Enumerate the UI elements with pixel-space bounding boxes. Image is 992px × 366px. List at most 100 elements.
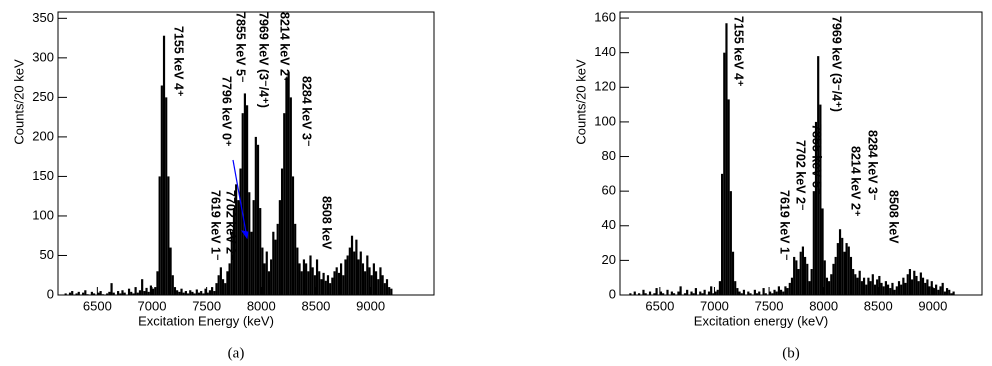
histogram-bar <box>64 293 67 295</box>
histogram-bar <box>838 229 842 295</box>
histogram-bar <box>372 263 375 295</box>
histogram-bar <box>644 293 647 295</box>
histogram-bar <box>149 285 152 295</box>
histogram-bar <box>926 279 929 295</box>
histogram-bar <box>762 288 765 295</box>
histogram-bar <box>782 291 785 295</box>
histogram-bar <box>248 192 251 295</box>
caption: (b) <box>782 345 800 361</box>
histogram-bar <box>173 287 177 295</box>
histogram-bar <box>904 282 907 295</box>
histogram-bar <box>147 291 150 295</box>
histogram-bar <box>211 287 214 295</box>
peak-label: 7796 keV 0⁺ <box>220 76 234 147</box>
x-tick-label: 6500 <box>83 298 112 313</box>
histogram-bar <box>130 291 133 295</box>
histogram-bar <box>852 269 855 295</box>
histogram-bar <box>897 281 901 295</box>
y-tick-label: 40 <box>602 217 616 232</box>
x-tick-label: 7500 <box>192 298 221 313</box>
histogram-bar <box>165 97 168 295</box>
histogram-bar <box>289 97 292 295</box>
peak-label: 8284 keV 3⁻ <box>300 76 314 147</box>
histogram-bar <box>721 173 724 295</box>
histogram-bar <box>152 288 155 295</box>
histogram-bar <box>880 282 883 295</box>
y-tick-label: 20 <box>602 252 616 267</box>
histogram-bar <box>285 77 288 296</box>
histogram-bar <box>169 247 172 295</box>
histogram-bar <box>924 282 927 295</box>
histogram-bar <box>206 292 209 295</box>
histogram-bar <box>952 291 955 295</box>
histogram-bar <box>950 293 953 295</box>
x-tick-label: 8000 <box>809 298 838 313</box>
y-tick-label: 250 <box>32 89 54 104</box>
histogram-bar <box>337 272 340 295</box>
histogram-bar <box>843 251 846 295</box>
histogram-bar <box>801 246 805 295</box>
peak-label: 7969 keV (3⁻/4⁺) <box>830 16 844 112</box>
histogram-bar <box>265 251 268 295</box>
histogram-bar <box>134 287 137 295</box>
y-tick-label: 50 <box>40 247 54 262</box>
histogram-bar <box>710 286 713 295</box>
histogram-bar <box>699 291 702 295</box>
histogram-bar <box>948 289 951 295</box>
histogram-bar <box>793 256 796 295</box>
histogram-bar <box>359 251 362 295</box>
arrow-head <box>240 230 249 240</box>
histogram-bar <box>670 291 673 295</box>
histogram-bar <box>731 251 735 295</box>
histogram-bar <box>871 274 874 295</box>
histogram-bar <box>221 279 225 295</box>
y-tick-label: 200 <box>32 128 54 143</box>
histogram-bar <box>263 263 266 295</box>
y-tick-label: 150 <box>32 168 54 183</box>
histogram-bar <box>758 291 761 295</box>
histogram-bar <box>106 293 109 295</box>
histogram-bar <box>278 200 281 295</box>
histogram-bar <box>832 263 835 295</box>
histogram-bar <box>804 256 807 295</box>
histogram-bar <box>320 279 323 295</box>
histogram-bar <box>893 289 896 295</box>
histogram-bar <box>773 289 776 295</box>
histogram-bar <box>176 290 179 295</box>
histogram-bar <box>261 247 264 295</box>
histogram-bar <box>191 291 194 295</box>
histogram-bar <box>937 289 940 295</box>
histogram-bar <box>136 292 139 295</box>
x-tick-label: 8000 <box>247 298 276 313</box>
histogram-bar <box>383 283 386 295</box>
histogram-bar <box>913 270 916 295</box>
histogram-bar <box>865 284 868 295</box>
histogram-bar <box>77 291 80 295</box>
histogram-bar <box>324 280 327 295</box>
histogram-bar <box>834 256 837 295</box>
histogram-bar <box>825 277 829 295</box>
y-tick-label: 0 <box>47 286 54 301</box>
histogram-bar <box>810 269 813 295</box>
histogram-bar <box>882 286 885 295</box>
histogram-bar <box>200 291 203 295</box>
histogram-bar <box>232 208 236 295</box>
histogram-bar <box>740 293 743 295</box>
histogram-bar <box>707 291 711 295</box>
peak-label: 8284 keV 3⁻ <box>866 130 880 201</box>
histogram-bar <box>747 291 750 295</box>
histogram-bar <box>171 275 174 295</box>
histogram-bar <box>331 277 334 295</box>
histogram-bar <box>302 259 306 295</box>
histogram-bar <box>329 283 332 295</box>
histogram-bar <box>333 271 336 295</box>
histogram-bar <box>204 288 207 295</box>
histogram-bar <box>92 293 96 295</box>
histogram-bar <box>655 288 658 295</box>
histogram-bar <box>132 293 135 295</box>
plot-frame <box>619 11 983 296</box>
histogram-bar <box>856 277 859 295</box>
histogram-bar <box>821 208 824 295</box>
histogram-bar <box>213 291 216 295</box>
